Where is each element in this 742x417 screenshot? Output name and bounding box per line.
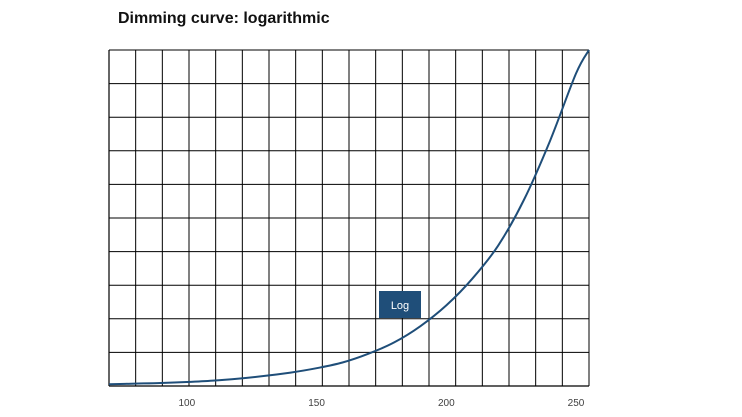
x-tick-labels: 100 150 200 250 — [178, 398, 584, 409]
series-label-box — [379, 291, 421, 318]
series-line-log — [108, 49, 590, 386]
grid — [108, 49, 590, 387]
series-label: Log — [379, 291, 421, 318]
x-tick-label: 250 — [568, 398, 585, 409]
x-tick-label: 150 — [308, 398, 325, 409]
x-tick-label: 200 — [438, 398, 455, 409]
series-layer — [108, 49, 590, 386]
series-label-text: Log — [391, 300, 409, 312]
axes — [108, 50, 589, 387]
chart-title: Dimming curve: logarithmic — [118, 10, 330, 27]
x-tick-label: 100 — [178, 398, 195, 409]
